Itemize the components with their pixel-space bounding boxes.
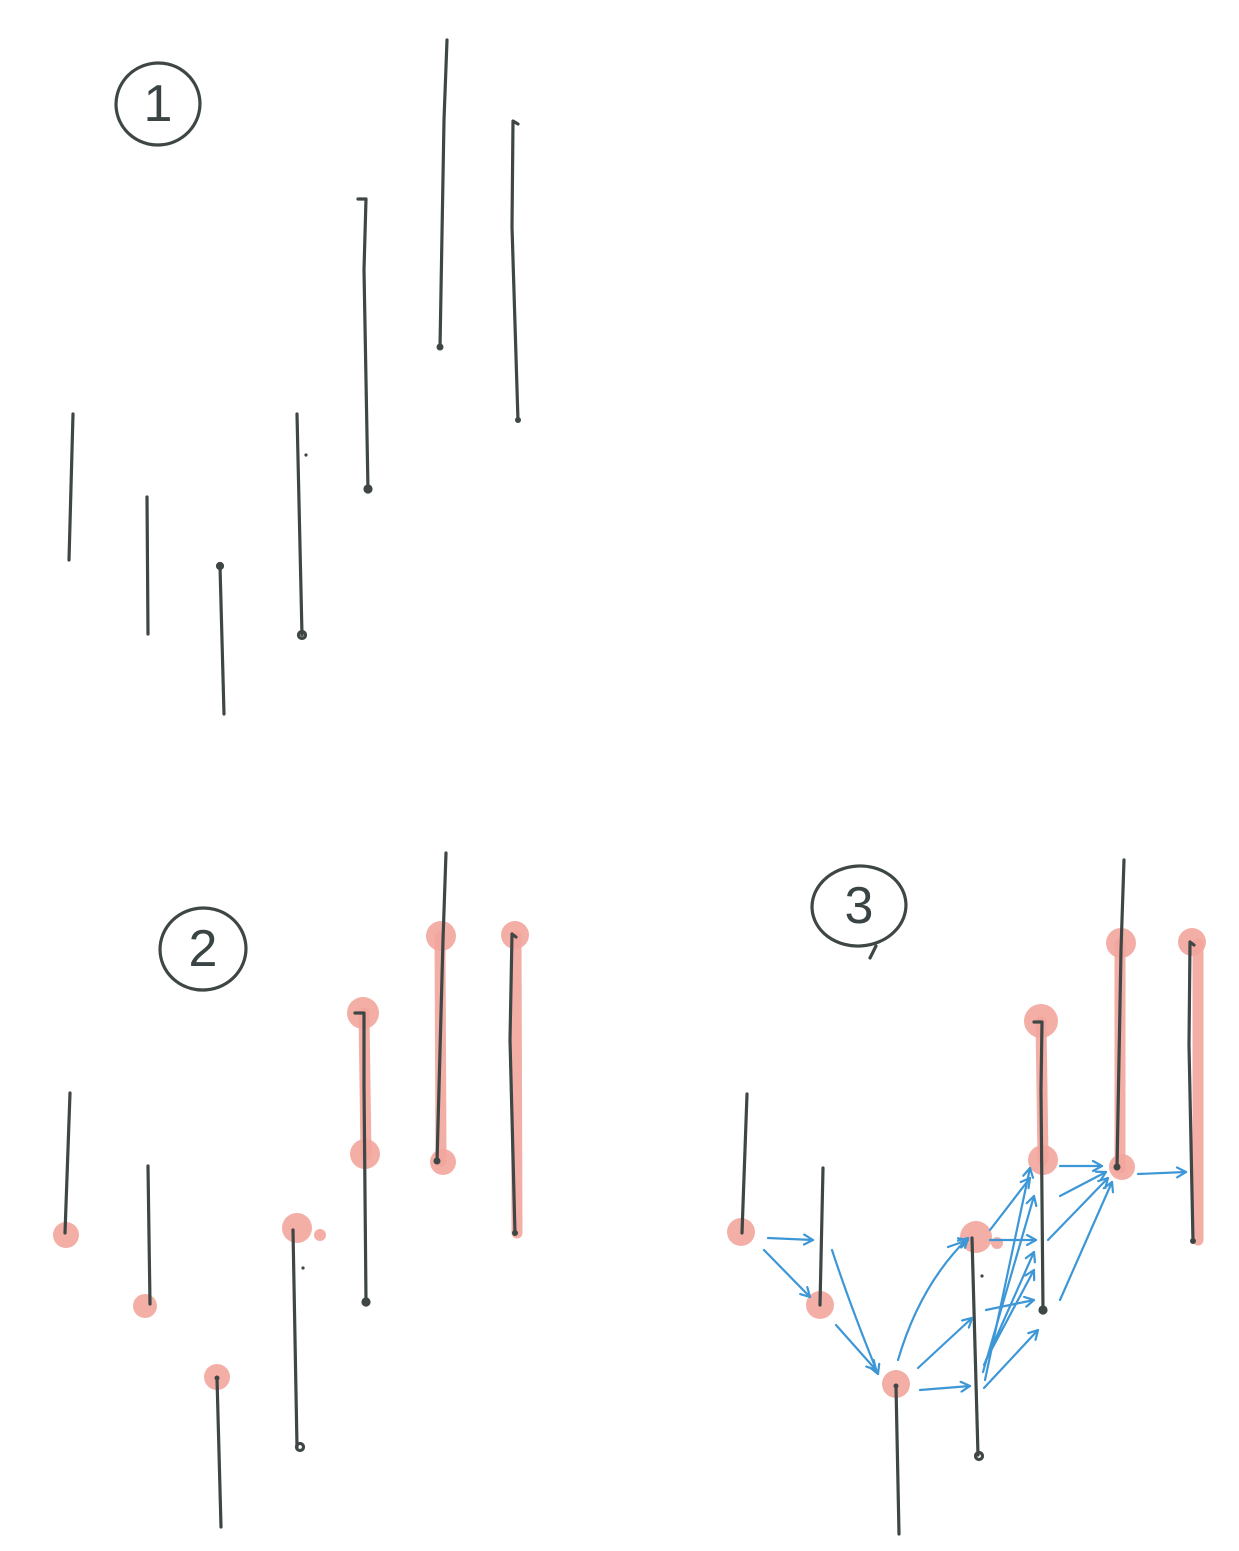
step-3-badge: 3 bbox=[810, 864, 908, 960]
step-2-badge: 2 bbox=[158, 906, 248, 992]
panel-3-arrows bbox=[762, 1166, 1188, 1390]
segment-b bbox=[145, 495, 150, 636]
panel-3: 3 bbox=[727, 858, 1206, 1536]
panel-2: 2 bbox=[53, 851, 529, 1529]
step-1-label: 1 bbox=[144, 75, 173, 133]
panel-1: 1 bbox=[67, 38, 521, 716]
segment-g bbox=[510, 119, 520, 423]
step-2-label: 2 bbox=[189, 920, 218, 978]
segment-f bbox=[438, 38, 449, 350]
segment-c bbox=[218, 564, 226, 716]
segment-e bbox=[356, 197, 370, 492]
step-1-badge: 1 bbox=[114, 61, 202, 147]
hl-point bbox=[133, 1294, 157, 1318]
hl-point bbox=[282, 1213, 312, 1243]
hl-point bbox=[960, 1221, 992, 1253]
hl-point bbox=[426, 921, 456, 951]
panel-2-highlights bbox=[53, 921, 529, 1390]
segment-a bbox=[67, 412, 75, 562]
panel-1-segments bbox=[67, 38, 521, 716]
hl-point bbox=[1109, 1154, 1135, 1180]
hl-point bbox=[53, 1222, 79, 1248]
panel-3-segments bbox=[740, 858, 1196, 1536]
panel-2-segments bbox=[63, 851, 518, 1529]
step-3-label: 3 bbox=[845, 877, 874, 935]
panel-3-highlights bbox=[727, 928, 1206, 1398]
segment-d bbox=[295, 412, 304, 637]
